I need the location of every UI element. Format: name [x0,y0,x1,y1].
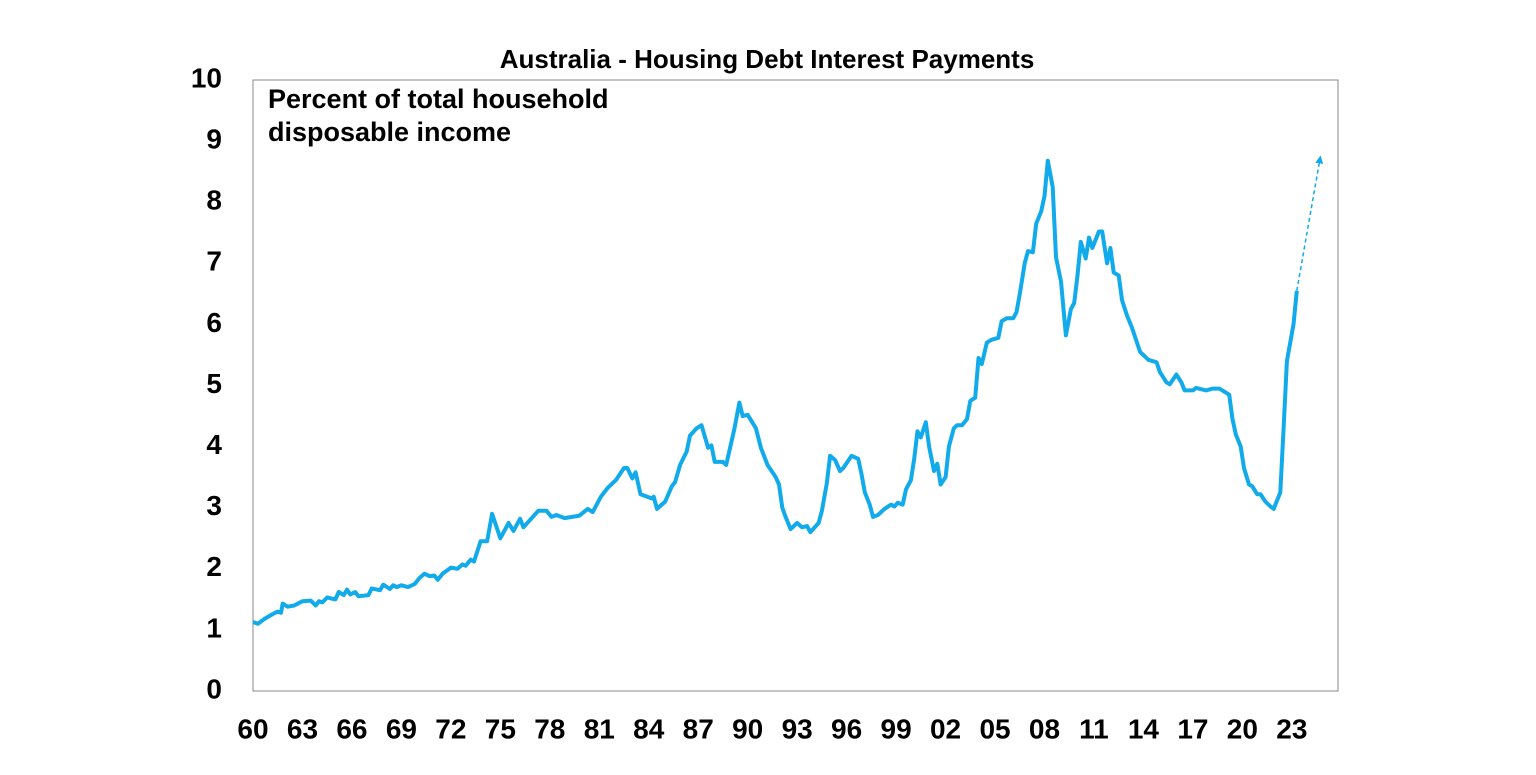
y-tick-label: 10 [191,62,222,93]
projection-arrow [1296,155,1324,291]
y-tick-label: 2 [206,551,222,582]
y-tick-label: 8 [206,185,222,216]
x-tick-label: 23 [1276,713,1307,744]
x-tick-label: 17 [1177,713,1208,744]
x-tick-label: 84 [633,713,665,744]
x-tick-label: 90 [732,713,763,744]
x-tick-label: 93 [782,713,813,744]
annotation: disposable income [268,117,511,147]
y-tick-label: 9 [206,123,222,154]
y-tick-label: 3 [206,490,222,521]
x-tick-label: 99 [881,713,912,744]
x-tick-label: 66 [336,713,367,744]
x-tick-label: 72 [435,713,466,744]
y-tick-label: 4 [206,429,222,460]
data-line [252,158,1299,626]
x-tick-label: 75 [485,713,516,744]
x-tick-label: 69 [386,713,417,744]
x-tick-label: 78 [534,713,565,744]
x-tick-label: 20 [1227,713,1258,744]
y-tick-label: 0 [206,673,222,704]
y-tick-label: 7 [206,246,222,277]
x-tick-label: 87 [683,713,714,744]
plot-frame [252,79,1339,692]
x-tick-label: 11 [1079,713,1109,744]
x-tick-label: 08 [1029,713,1060,744]
x-tick-label: 96 [831,713,862,744]
y-tick-label: 5 [206,368,222,399]
x-tick-label: 02 [930,713,961,744]
x-tick-label: 14 [1128,713,1160,744]
x-tick-label: 05 [979,713,1010,744]
y-tick-label: 1 [206,612,222,643]
y-tick-label: 6 [206,307,222,338]
x-tick-label: 81 [584,713,615,744]
annotation: Percent of total household [268,84,609,114]
x-tick-label: 63 [287,713,318,744]
x-tick-label: 60 [237,713,268,744]
chart-title: Australia - Housing Debt Interest Paymen… [500,44,1035,74]
